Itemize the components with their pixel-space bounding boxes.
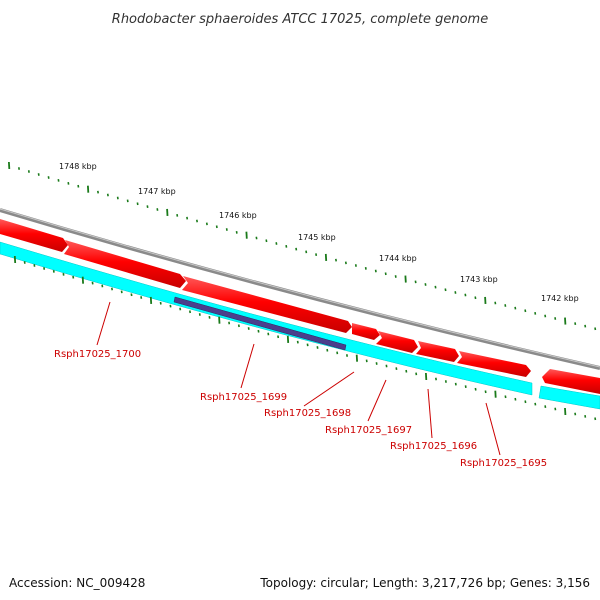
callout-line-1696 [427,388,433,439]
scale-labels: 1748 kbp 1747 kbp 1746 kbp 1745 kbp 1744… [59,162,579,303]
forward-gene-1698[interactable] [182,276,352,333]
gene-label-1699[interactable]: Rsph17025_1699 [200,392,287,403]
gene-label-1696[interactable]: Rsph17025_1696 [390,441,477,452]
gene-label-1700[interactable]: Rsph17025_1700 [54,349,141,360]
scale-ticks-inner [13,255,597,421]
scale-ticks-outer [8,161,597,331]
gene-label-1698[interactable]: Rsph17025_1698 [264,408,351,419]
reverse-strand-genes [0,241,600,410]
accession-label: Accession: NC_009428 [9,576,146,590]
callout-line-1695 [485,402,501,456]
scale-label-1746: 1746 kbp [219,211,257,220]
gene-label-1697[interactable]: Rsph17025_1697 [325,425,412,436]
forward-gene-1699[interactable] [64,240,186,288]
callout-line-1699 [240,343,255,389]
scale-label-1748: 1748 kbp [59,162,97,171]
gene-label-lines [96,301,501,456]
forward-gene-1695[interactable] [416,341,459,362]
reverse-gene-track-a[interactable] [0,241,533,396]
scale-label-1744: 1744 kbp [379,254,417,263]
forward-gene-1697[interactable] [352,323,380,340]
forward-strand-genes [0,219,600,394]
forward-gene-1700[interactable] [0,219,68,252]
backbone-track [0,208,600,370]
scale-label-1745: 1745 kbp [298,233,336,242]
scale-label-1742: 1742 kbp [541,294,579,303]
scale-label-1743: 1743 kbp [460,275,498,284]
gene-label-1695[interactable]: Rsph17025_1695 [460,458,547,469]
forward-gene-1694[interactable] [457,351,531,377]
forward-gene-1693[interactable] [542,369,600,394]
callout-line-1698 [303,371,355,407]
gene-labels: Rsph17025_1700 Rsph17025_1699 Rsph17025_… [54,349,547,469]
backbone-highlight [0,208,600,368]
callout-line-1700 [96,301,111,346]
scale-label-1747: 1747 kbp [138,187,176,196]
reverse-gene-track-b[interactable] [538,385,600,410]
callout-line-1697 [367,379,387,422]
highlighted-gene[interactable] [173,296,347,351]
forward-gene-1696[interactable] [376,331,418,353]
genome-summary: Topology: circular; Length: 3,217,726 bp… [260,576,590,590]
map-title: Rhodobacter sphaeroides ATCC 17025, comp… [112,12,488,27]
